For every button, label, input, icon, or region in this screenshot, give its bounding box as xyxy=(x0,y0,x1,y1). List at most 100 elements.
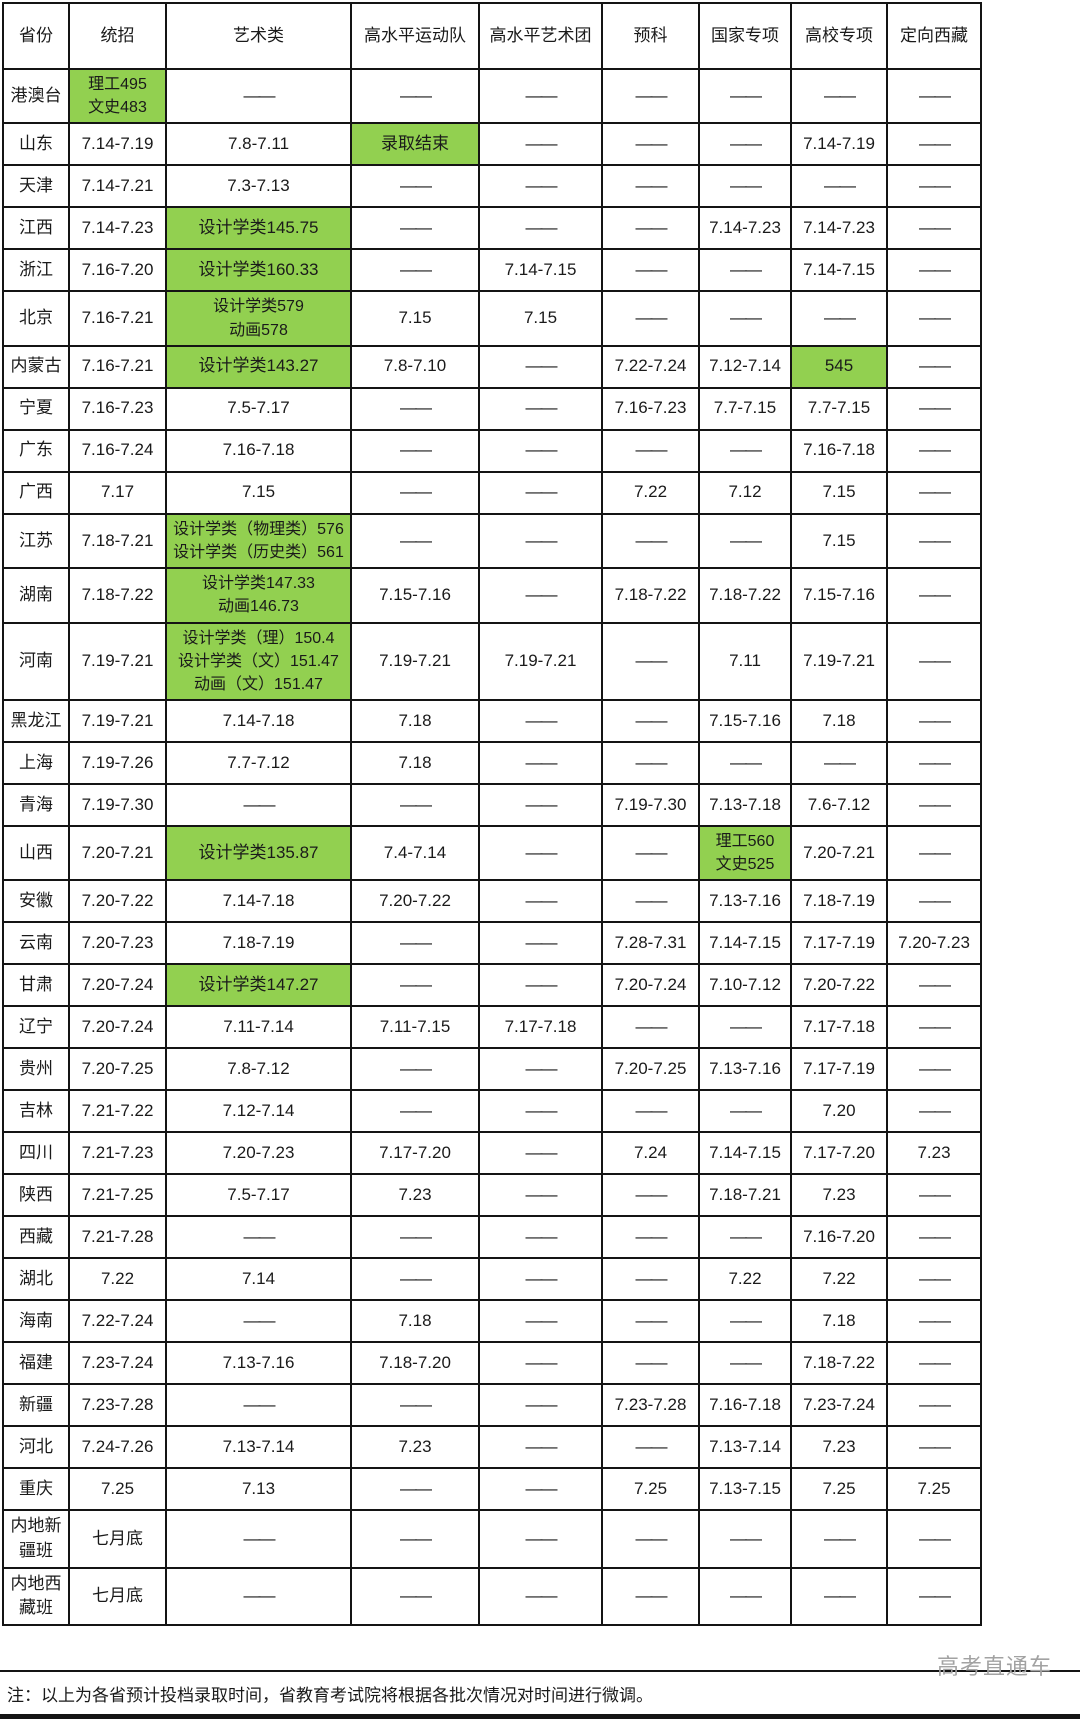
table-cell: —— xyxy=(601,206,700,251)
cell-line: 动画（文）151.47 xyxy=(194,675,323,693)
table-cell: —— xyxy=(886,879,982,924)
table-cell: —— xyxy=(886,206,982,251)
table-cell: —— xyxy=(350,1047,480,1092)
table-cell: 7.25 xyxy=(886,1467,982,1512)
column-header: 高水平运动队 xyxy=(350,2,480,70)
table-cell: —— xyxy=(698,741,792,786)
table-cell: —— xyxy=(698,122,792,167)
province-cell: 湖北 xyxy=(2,1257,70,1302)
table-cell: —— xyxy=(350,67,480,125)
table-cell: 7.18-7.21 xyxy=(698,1173,792,1218)
table-cell: 7.14-7.15 xyxy=(698,1131,792,1176)
table-cell: 7.13-7.18 xyxy=(698,783,792,828)
table-cell: 7.19-7.30 xyxy=(68,783,167,828)
table-row: 浙江 7.16-7.20 设计学类160.33 —— 7.14-7.15 —— —— 7.14… xyxy=(2,248,982,293)
table-row: 吉林 7.21-7.22 7.12-7.14 —— —— —— —— 7.20 —— xyxy=(2,1089,982,1134)
table-cell: —— xyxy=(698,512,792,570)
table-cell: 7.16-7.23 xyxy=(601,386,700,431)
table-cell: —— xyxy=(165,1299,352,1344)
table-cell: 7.14-7.21 xyxy=(68,164,167,209)
cell-line: 理工495 xyxy=(88,76,147,93)
table-cell: —— xyxy=(886,512,982,570)
cell-line: 设计学类145.75 xyxy=(198,218,319,238)
table-cell: —— xyxy=(886,470,982,515)
cell-line: 设计学类579 xyxy=(213,298,304,316)
table-cell: 7.15 xyxy=(790,470,888,515)
column-header: 国家专项 xyxy=(698,2,792,70)
province-cell: 陕西 xyxy=(2,1173,70,1218)
table-cell: —— xyxy=(478,206,603,251)
table-cell: —— xyxy=(350,386,480,431)
table-cell: 7.15-7.16 xyxy=(790,567,888,624)
table-cell: —— xyxy=(350,1089,480,1134)
table-cell: —— xyxy=(478,921,603,966)
table-cell: 7.21-7.23 xyxy=(68,1131,167,1176)
province-cell: 黑龙江 xyxy=(2,699,70,744)
table-cell: 7.16-7.23 xyxy=(68,386,167,431)
table-cell: 7.20-7.23 xyxy=(68,921,167,966)
table-cell: —— xyxy=(478,1383,603,1428)
province-cell: 湖南 xyxy=(2,567,70,624)
table-cell: 7.8-7.11 xyxy=(165,122,352,167)
table-cell: —— xyxy=(886,1215,982,1260)
province-cell: 内蒙古 xyxy=(2,344,70,389)
table-cell: —— xyxy=(886,344,982,389)
table-cell: —— xyxy=(478,1425,603,1470)
table-cell: 七月底 xyxy=(68,1509,167,1569)
table-cell: 545 xyxy=(790,344,888,389)
table-cell: —— xyxy=(601,1215,700,1260)
table-cell: —— xyxy=(478,879,603,924)
table-cell: —— xyxy=(601,428,700,473)
table-cell: —— xyxy=(886,1173,982,1218)
table-cell: —— xyxy=(601,122,700,167)
table-cell: 7.20-7.25 xyxy=(601,1047,700,1092)
province-cell: 河南 xyxy=(2,621,70,702)
table-cell: 7.7-7.15 xyxy=(698,386,792,431)
table-cell: 7.15 xyxy=(165,470,352,515)
table-cell: —— xyxy=(698,428,792,473)
table-cell: —— xyxy=(478,512,603,570)
table-cell: 7.14-7.15 xyxy=(478,248,603,293)
note-bar: 注：以上为各省预计投档录取时间，省教育考试院将根据各批次情况对时间进行微调。 xyxy=(0,1670,1080,1719)
table-row: 陕西 7.21-7.25 7.5-7.17 7.23 —— —— 7.18-7.21 7.23… xyxy=(2,1173,982,1218)
table-cell: 7.20-7.25 xyxy=(68,1047,167,1092)
table-cell: —— xyxy=(886,1005,982,1050)
table-cell: 理工495 文史483 xyxy=(68,67,167,125)
table-cell: —— xyxy=(698,1509,792,1569)
table-cell: —— xyxy=(601,1341,700,1386)
table-cell: —— xyxy=(886,1089,982,1134)
table-cell: 7.22 xyxy=(601,470,700,515)
province-cell: 四川 xyxy=(2,1131,70,1176)
table-cell: 7.19-7.21 xyxy=(68,699,167,744)
province-cell: 内地新疆班 xyxy=(2,1509,70,1569)
table-cell: —— xyxy=(886,699,982,744)
table-cell: 设计学类143.27 xyxy=(165,344,352,389)
table-cell: —— xyxy=(601,1257,700,1302)
table-cell: 7.17-7.18 xyxy=(478,1005,603,1050)
table-cell: 设计学类（理）150.4 设计学类（文）151.47 动画（文）151.47 xyxy=(165,621,352,702)
table-cell: —— xyxy=(478,1173,603,1218)
table-row: 广东 7.16-7.24 7.16-7.18 —— —— —— —— 7.16-7.18 —— xyxy=(2,428,982,473)
table-cell: —— xyxy=(886,428,982,473)
table-cell: 7.19-7.21 xyxy=(68,621,167,702)
table-cell: 7.14-7.19 xyxy=(790,122,888,167)
table-row: 港澳台 理工495 文史483 —— —— —— —— —— —— —— xyxy=(2,67,982,125)
province-cell: 甘肃 xyxy=(2,963,70,1008)
column-header: 高校专项 xyxy=(790,2,888,70)
table-row: 重庆 7.25 7.13 —— —— 7.25 7.13-7.15 7.25 7.25 xyxy=(2,1467,982,1512)
table-cell: 7.25 xyxy=(601,1467,700,1512)
table-row: 湖南 7.18-7.22 设计学类147.33 动画146.73 7.15-7.16 ——… xyxy=(2,567,982,624)
table-cell: —— xyxy=(350,164,480,209)
table-cell: —— xyxy=(478,699,603,744)
table-cell: 7.14-7.18 xyxy=(165,879,352,924)
table-cell: —— xyxy=(601,1566,700,1627)
table-cell: —— xyxy=(601,741,700,786)
table-cell: 7.23 xyxy=(350,1425,480,1470)
table-cell: —— xyxy=(790,1509,888,1569)
table-cell: —— xyxy=(478,122,603,167)
table-cell: —— xyxy=(478,825,603,882)
table-row: 内蒙古 7.16-7.21 设计学类143.27 7.8-7.10 —— 7.22-7.2… xyxy=(2,344,982,389)
table-row: 山西 7.20-7.21 设计学类135.87 7.4-7.14 —— —— 理工560 文史… xyxy=(2,825,982,882)
table-cell: 7.25 xyxy=(790,1467,888,1512)
